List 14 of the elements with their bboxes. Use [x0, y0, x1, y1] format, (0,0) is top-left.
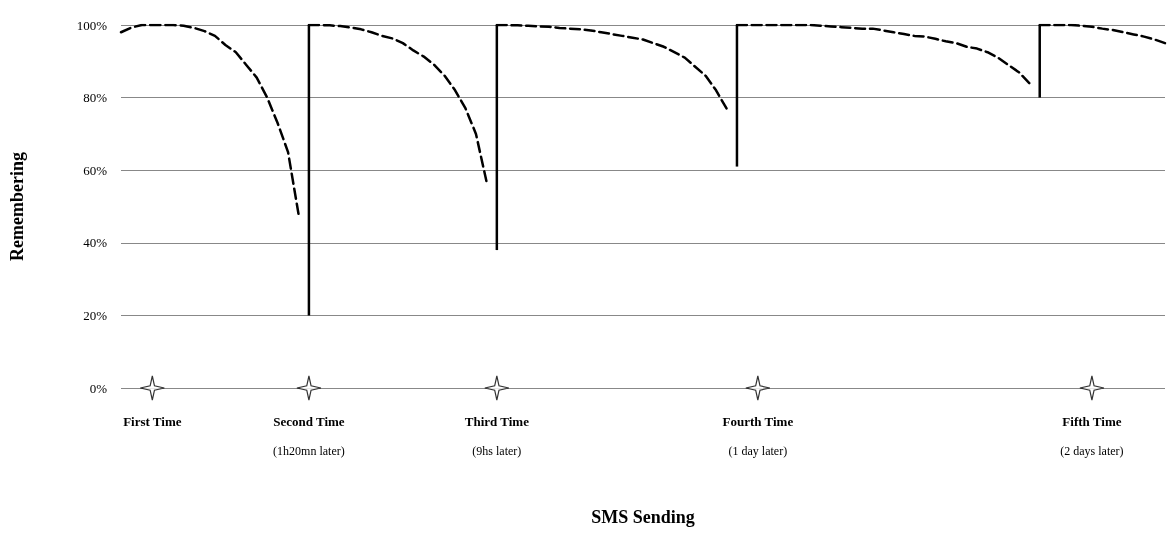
x-tick-label: Third Time (9hs later)	[464, 413, 530, 458]
y-tick-label: 0%	[89, 380, 108, 396]
x-tick-label: First Time	[123, 413, 182, 429]
x-tick-label: Fifth Time (2 days later)	[1060, 413, 1124, 458]
y-tick-label: 80%	[83, 90, 108, 106]
x-tick-label: Fourth Time (1 day later)	[722, 413, 794, 458]
line-series	[119, 23, 300, 216]
y-tick-label: 20%	[83, 307, 108, 323]
x-axis-title: SMS Sending	[591, 507, 695, 527]
x-tick-label: Second Time (1h20mn later)	[273, 413, 345, 458]
y-tick-label: 100%	[76, 17, 108, 33]
y-tick-label: 40%	[83, 235, 108, 251]
y-axis-title: Remembering	[7, 152, 27, 261]
y-tick-label: 60%	[83, 162, 108, 178]
